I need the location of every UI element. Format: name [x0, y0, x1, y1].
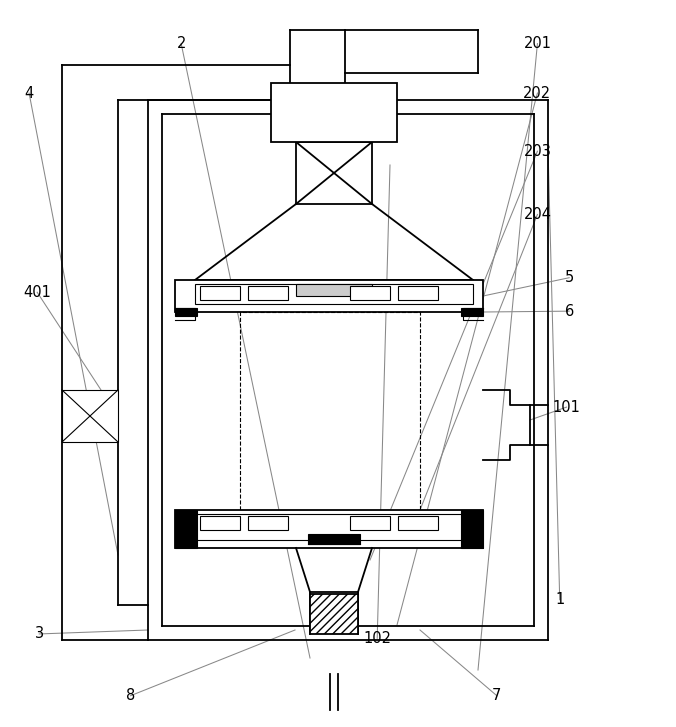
Text: 5: 5 [564, 270, 574, 285]
Bar [175, 510, 197, 548]
Text: 2: 2 [176, 36, 186, 51]
Text: 204: 204 [523, 207, 552, 222]
Text: 203: 203 [523, 144, 552, 158]
Bar [398, 286, 438, 300]
Bar [195, 284, 473, 304]
Bar [195, 514, 473, 540]
Bar [461, 510, 483, 548]
Bar [310, 594, 358, 634]
Bar [200, 516, 240, 530]
Bar [350, 516, 390, 530]
Text: 101: 101 [552, 400, 581, 414]
Bar [175, 280, 483, 312]
Text: 401: 401 [23, 285, 51, 300]
Bar [461, 308, 483, 316]
Text: 3: 3 [34, 627, 44, 641]
Bar [248, 286, 288, 300]
Bar [175, 308, 197, 316]
Bar [248, 516, 288, 530]
Bar [296, 284, 372, 296]
Text: 8: 8 [126, 688, 135, 703]
Bar [200, 286, 240, 300]
Text: 102: 102 [363, 631, 391, 646]
Text: 1: 1 [555, 593, 564, 607]
Bar [175, 510, 483, 548]
Text: 202: 202 [523, 86, 552, 100]
Bar [271, 83, 397, 142]
Text: 201: 201 [523, 36, 552, 51]
Text: 7: 7 [492, 688, 502, 703]
Text: 4: 4 [24, 86, 34, 100]
Bar [296, 142, 372, 204]
Bar [62, 390, 118, 442]
Bar [350, 286, 390, 300]
Bar [398, 516, 438, 530]
Text: 6: 6 [564, 304, 574, 318]
Bar [308, 534, 360, 544]
Bar [240, 312, 420, 512]
